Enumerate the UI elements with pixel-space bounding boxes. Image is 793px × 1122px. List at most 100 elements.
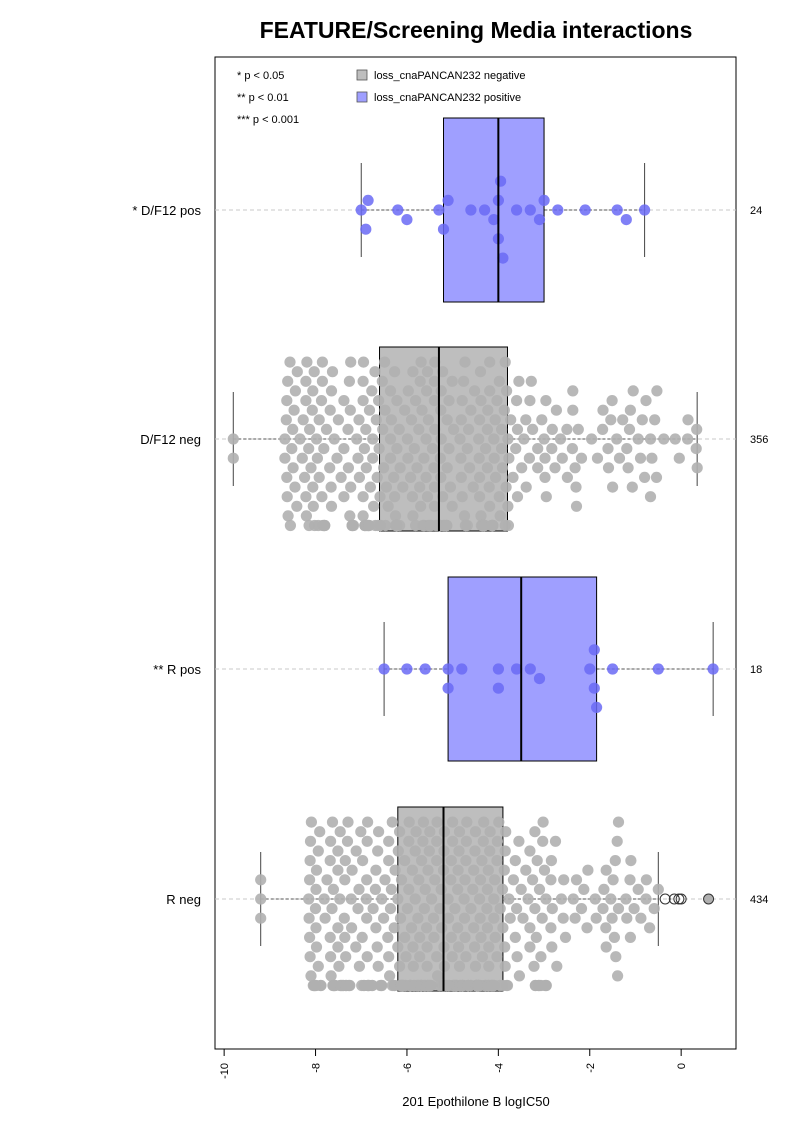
data-point bbox=[389, 366, 401, 378]
data-point bbox=[345, 893, 357, 905]
data-point bbox=[442, 912, 455, 924]
data-point bbox=[624, 874, 636, 886]
data-point bbox=[388, 471, 400, 483]
data-point bbox=[255, 912, 267, 924]
data-point bbox=[500, 481, 512, 493]
data-point bbox=[307, 481, 319, 493]
data-point bbox=[403, 835, 415, 847]
data-point bbox=[459, 356, 471, 368]
data-point bbox=[644, 491, 657, 503]
data-point bbox=[338, 491, 350, 503]
data-point bbox=[605, 893, 617, 905]
data-point bbox=[491, 835, 503, 847]
data-point bbox=[473, 452, 485, 464]
data-point bbox=[444, 481, 456, 493]
data-point bbox=[426, 443, 439, 455]
data-point bbox=[524, 204, 536, 216]
data-point bbox=[556, 452, 568, 464]
x-tick-label: -6 bbox=[402, 1063, 414, 1073]
data-point bbox=[442, 682, 454, 694]
data-point bbox=[408, 443, 420, 455]
data-point bbox=[332, 941, 344, 953]
data-point bbox=[481, 462, 493, 474]
data-point bbox=[460, 855, 472, 867]
data-point bbox=[305, 816, 317, 828]
data-point bbox=[448, 423, 460, 435]
data-point bbox=[496, 462, 509, 474]
data-point bbox=[385, 883, 397, 896]
data-point bbox=[612, 816, 625, 828]
data-point bbox=[461, 816, 473, 828]
data-point bbox=[491, 951, 503, 963]
data-point bbox=[344, 510, 356, 522]
data-point bbox=[374, 491, 386, 503]
data-point bbox=[386, 816, 398, 828]
data-point bbox=[373, 826, 385, 838]
data-point bbox=[376, 375, 388, 387]
data-point bbox=[597, 903, 609, 915]
data-point bbox=[535, 951, 547, 963]
data-point bbox=[346, 922, 358, 934]
data-point bbox=[533, 214, 546, 226]
data-point bbox=[343, 375, 355, 387]
data-point bbox=[555, 893, 568, 905]
data-point bbox=[539, 471, 551, 483]
data-point bbox=[639, 471, 651, 483]
data-point bbox=[530, 931, 542, 944]
data-point bbox=[370, 414, 382, 426]
data-point bbox=[318, 443, 330, 455]
data-point bbox=[326, 903, 338, 915]
data-point bbox=[533, 673, 546, 685]
data-point bbox=[350, 941, 362, 953]
data-point bbox=[406, 491, 418, 503]
data-point bbox=[474, 874, 487, 886]
data-point bbox=[296, 452, 308, 464]
data-point bbox=[597, 423, 609, 435]
data-point bbox=[303, 912, 315, 924]
data-point bbox=[459, 874, 471, 886]
data-point bbox=[428, 462, 440, 474]
data-point bbox=[474, 414, 486, 426]
data-point bbox=[569, 462, 581, 474]
data-point bbox=[339, 874, 351, 886]
data-point bbox=[549, 835, 562, 847]
data-point bbox=[469, 826, 482, 838]
group-label: D/F12 neg bbox=[140, 432, 201, 447]
data-point bbox=[460, 835, 472, 847]
data-point bbox=[540, 491, 552, 503]
x-tick-label: -8 bbox=[311, 1063, 323, 1073]
data-point bbox=[417, 816, 429, 828]
data-point bbox=[392, 845, 404, 857]
data-point bbox=[415, 356, 427, 368]
data-point bbox=[515, 883, 527, 896]
data-point bbox=[344, 979, 356, 992]
data-point bbox=[315, 979, 327, 992]
data-point bbox=[407, 960, 419, 972]
data-point bbox=[326, 366, 339, 378]
data-point bbox=[367, 433, 379, 445]
data-point bbox=[491, 395, 503, 407]
data-point bbox=[497, 252, 509, 264]
data-point bbox=[493, 816, 505, 828]
data-point bbox=[344, 404, 356, 416]
data-point bbox=[484, 500, 496, 512]
data-point bbox=[483, 960, 495, 972]
data-point bbox=[528, 960, 540, 972]
data-point bbox=[304, 951, 316, 963]
data-point bbox=[435, 404, 447, 416]
data-point bbox=[377, 423, 389, 435]
data-point bbox=[394, 826, 406, 838]
data-point bbox=[452, 864, 464, 876]
data-point bbox=[394, 912, 407, 924]
data-point bbox=[338, 443, 350, 455]
data-point bbox=[405, 471, 417, 483]
data-point bbox=[488, 893, 500, 905]
data-point bbox=[392, 893, 404, 905]
data-point bbox=[357, 375, 369, 387]
data-point bbox=[507, 874, 519, 886]
data-point bbox=[402, 385, 414, 397]
data-point bbox=[325, 970, 337, 982]
data-point bbox=[494, 903, 506, 915]
data-point bbox=[409, 893, 421, 905]
data-point bbox=[324, 404, 336, 416]
